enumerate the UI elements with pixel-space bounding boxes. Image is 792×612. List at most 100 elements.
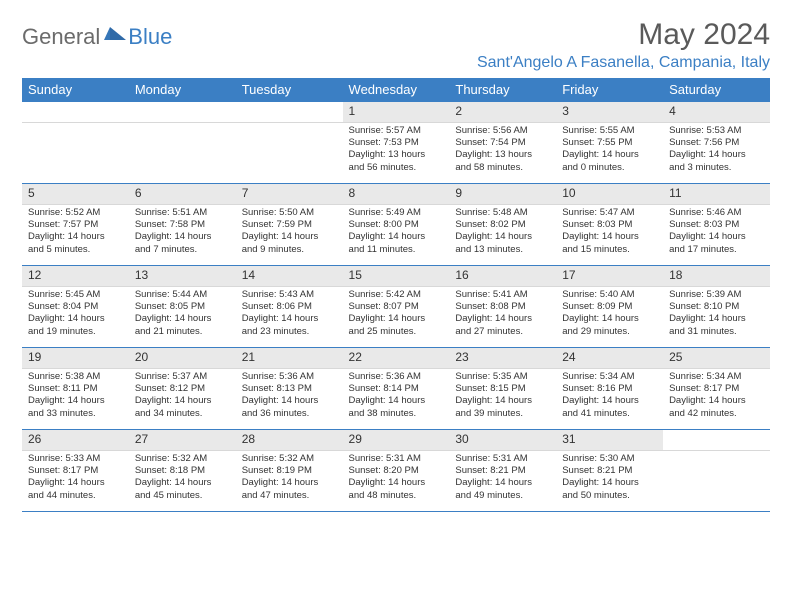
day-number: 7 [236, 184, 343, 205]
calendar-row: 5Sunrise: 5:52 AMSunset: 7:57 PMDaylight… [22, 184, 770, 266]
day-number: 13 [129, 266, 236, 287]
sunrise-line: Sunrise: 5:55 AM [562, 125, 657, 137]
sunset-line: Sunset: 8:21 PM [455, 465, 550, 477]
sunset-line: Sunset: 8:19 PM [242, 465, 337, 477]
day-number: 10 [556, 184, 663, 205]
daylight-line: Daylight: 14 hours and 9 minutes. [242, 231, 337, 256]
calendar-cell: 19Sunrise: 5:38 AMSunset: 8:11 PMDayligh… [22, 348, 129, 430]
day-details: Sunrise: 5:46 AMSunset: 8:03 PMDaylight:… [663, 205, 770, 260]
day-details: Sunrise: 5:36 AMSunset: 8:14 PMDaylight:… [343, 369, 450, 424]
calendar-cell [236, 102, 343, 184]
calendar-cell: 10Sunrise: 5:47 AMSunset: 8:03 PMDayligh… [556, 184, 663, 266]
sunrise-line: Sunrise: 5:31 AM [349, 453, 444, 465]
sunset-line: Sunset: 8:05 PM [135, 301, 230, 313]
day-details: Sunrise: 5:56 AMSunset: 7:54 PMDaylight:… [449, 123, 556, 178]
daylight-line: Daylight: 14 hours and 49 minutes. [455, 477, 550, 502]
day-details: Sunrise: 5:35 AMSunset: 8:15 PMDaylight:… [449, 369, 556, 424]
daylight-line: Daylight: 14 hours and 29 minutes. [562, 313, 657, 338]
calendar-cell: 2Sunrise: 5:56 AMSunset: 7:54 PMDaylight… [449, 102, 556, 184]
sunset-line: Sunset: 8:12 PM [135, 383, 230, 395]
day-details: Sunrise: 5:50 AMSunset: 7:59 PMDaylight:… [236, 205, 343, 260]
sunrise-line: Sunrise: 5:51 AM [135, 207, 230, 219]
calendar-cell: 24Sunrise: 5:34 AMSunset: 8:16 PMDayligh… [556, 348, 663, 430]
calendar-row: 26Sunrise: 5:33 AMSunset: 8:17 PMDayligh… [22, 430, 770, 512]
empty-day [236, 102, 343, 123]
day-number: 31 [556, 430, 663, 451]
calendar-cell: 3Sunrise: 5:55 AMSunset: 7:55 PMDaylight… [556, 102, 663, 184]
sunrise-line: Sunrise: 5:56 AM [455, 125, 550, 137]
daylight-line: Daylight: 14 hours and 17 minutes. [669, 231, 764, 256]
daylight-line: Daylight: 14 hours and 39 minutes. [455, 395, 550, 420]
calendar-cell: 7Sunrise: 5:50 AMSunset: 7:59 PMDaylight… [236, 184, 343, 266]
day-number: 11 [663, 184, 770, 205]
day-details: Sunrise: 5:51 AMSunset: 7:58 PMDaylight:… [129, 205, 236, 260]
calendar-cell: 26Sunrise: 5:33 AMSunset: 8:17 PMDayligh… [22, 430, 129, 512]
calendar-cell: 21Sunrise: 5:36 AMSunset: 8:13 PMDayligh… [236, 348, 343, 430]
day-details: Sunrise: 5:43 AMSunset: 8:06 PMDaylight:… [236, 287, 343, 342]
day-number: 23 [449, 348, 556, 369]
sunset-line: Sunset: 7:56 PM [669, 137, 764, 149]
day-number: 25 [663, 348, 770, 369]
calendar-cell: 23Sunrise: 5:35 AMSunset: 8:15 PMDayligh… [449, 348, 556, 430]
sunset-line: Sunset: 8:14 PM [349, 383, 444, 395]
daylight-line: Daylight: 14 hours and 19 minutes. [28, 313, 123, 338]
sunset-line: Sunset: 8:03 PM [562, 219, 657, 231]
sunset-line: Sunset: 8:09 PM [562, 301, 657, 313]
daylight-line: Daylight: 14 hours and 38 minutes. [349, 395, 444, 420]
sunset-line: Sunset: 7:59 PM [242, 219, 337, 231]
page-title: May 2024 [477, 18, 770, 52]
day-details: Sunrise: 5:44 AMSunset: 8:05 PMDaylight:… [129, 287, 236, 342]
weekday-header: Friday [556, 78, 663, 102]
sunset-line: Sunset: 8:06 PM [242, 301, 337, 313]
daylight-line: Daylight: 14 hours and 23 minutes. [242, 313, 337, 338]
day-number: 8 [343, 184, 450, 205]
sunset-line: Sunset: 8:17 PM [28, 465, 123, 477]
day-details: Sunrise: 5:30 AMSunset: 8:21 PMDaylight:… [556, 451, 663, 506]
day-details: Sunrise: 5:36 AMSunset: 8:13 PMDaylight:… [236, 369, 343, 424]
calendar-cell: 22Sunrise: 5:36 AMSunset: 8:14 PMDayligh… [343, 348, 450, 430]
daylight-line: Daylight: 14 hours and 45 minutes. [135, 477, 230, 502]
day-number: 5 [22, 184, 129, 205]
calendar-cell [129, 102, 236, 184]
day-details: Sunrise: 5:37 AMSunset: 8:12 PMDaylight:… [129, 369, 236, 424]
sunset-line: Sunset: 8:04 PM [28, 301, 123, 313]
empty-day [663, 430, 770, 451]
daylight-line: Daylight: 14 hours and 41 minutes. [562, 395, 657, 420]
day-details: Sunrise: 5:32 AMSunset: 8:19 PMDaylight:… [236, 451, 343, 506]
sunrise-line: Sunrise: 5:50 AM [242, 207, 337, 219]
sunrise-line: Sunrise: 5:48 AM [455, 207, 550, 219]
sunrise-line: Sunrise: 5:31 AM [455, 453, 550, 465]
day-details: Sunrise: 5:41 AMSunset: 8:08 PMDaylight:… [449, 287, 556, 342]
sunset-line: Sunset: 8:20 PM [349, 465, 444, 477]
calendar-cell: 29Sunrise: 5:31 AMSunset: 8:20 PMDayligh… [343, 430, 450, 512]
brand-mark-icon [104, 25, 126, 41]
day-details: Sunrise: 5:53 AMSunset: 7:56 PMDaylight:… [663, 123, 770, 178]
title-block: May 2024 Sant'Angelo A Fasanella, Campan… [477, 18, 770, 72]
daylight-line: Daylight: 14 hours and 50 minutes. [562, 477, 657, 502]
empty-day [22, 102, 129, 123]
calendar-cell: 13Sunrise: 5:44 AMSunset: 8:05 PMDayligh… [129, 266, 236, 348]
day-details: Sunrise: 5:31 AMSunset: 8:21 PMDaylight:… [449, 451, 556, 506]
day-details: Sunrise: 5:57 AMSunset: 7:53 PMDaylight:… [343, 123, 450, 178]
daylight-line: Daylight: 14 hours and 3 minutes. [669, 149, 764, 174]
daylight-line: Daylight: 14 hours and 31 minutes. [669, 313, 764, 338]
calendar-cell: 20Sunrise: 5:37 AMSunset: 8:12 PMDayligh… [129, 348, 236, 430]
day-details: Sunrise: 5:31 AMSunset: 8:20 PMDaylight:… [343, 451, 450, 506]
day-details: Sunrise: 5:48 AMSunset: 8:02 PMDaylight:… [449, 205, 556, 260]
sunset-line: Sunset: 8:15 PM [455, 383, 550, 395]
sunrise-line: Sunrise: 5:42 AM [349, 289, 444, 301]
daylight-line: Daylight: 14 hours and 34 minutes. [135, 395, 230, 420]
empty-day [129, 102, 236, 123]
sunrise-line: Sunrise: 5:35 AM [455, 371, 550, 383]
day-number: 21 [236, 348, 343, 369]
weekday-header: Saturday [663, 78, 770, 102]
daylight-line: Daylight: 14 hours and 25 minutes. [349, 313, 444, 338]
daylight-line: Daylight: 14 hours and 11 minutes. [349, 231, 444, 256]
day-number: 26 [22, 430, 129, 451]
sunset-line: Sunset: 8:16 PM [562, 383, 657, 395]
calendar-cell: 9Sunrise: 5:48 AMSunset: 8:02 PMDaylight… [449, 184, 556, 266]
calendar-cell: 15Sunrise: 5:42 AMSunset: 8:07 PMDayligh… [343, 266, 450, 348]
sunset-line: Sunset: 8:13 PM [242, 383, 337, 395]
calendar-cell [663, 430, 770, 512]
sunrise-line: Sunrise: 5:49 AM [349, 207, 444, 219]
